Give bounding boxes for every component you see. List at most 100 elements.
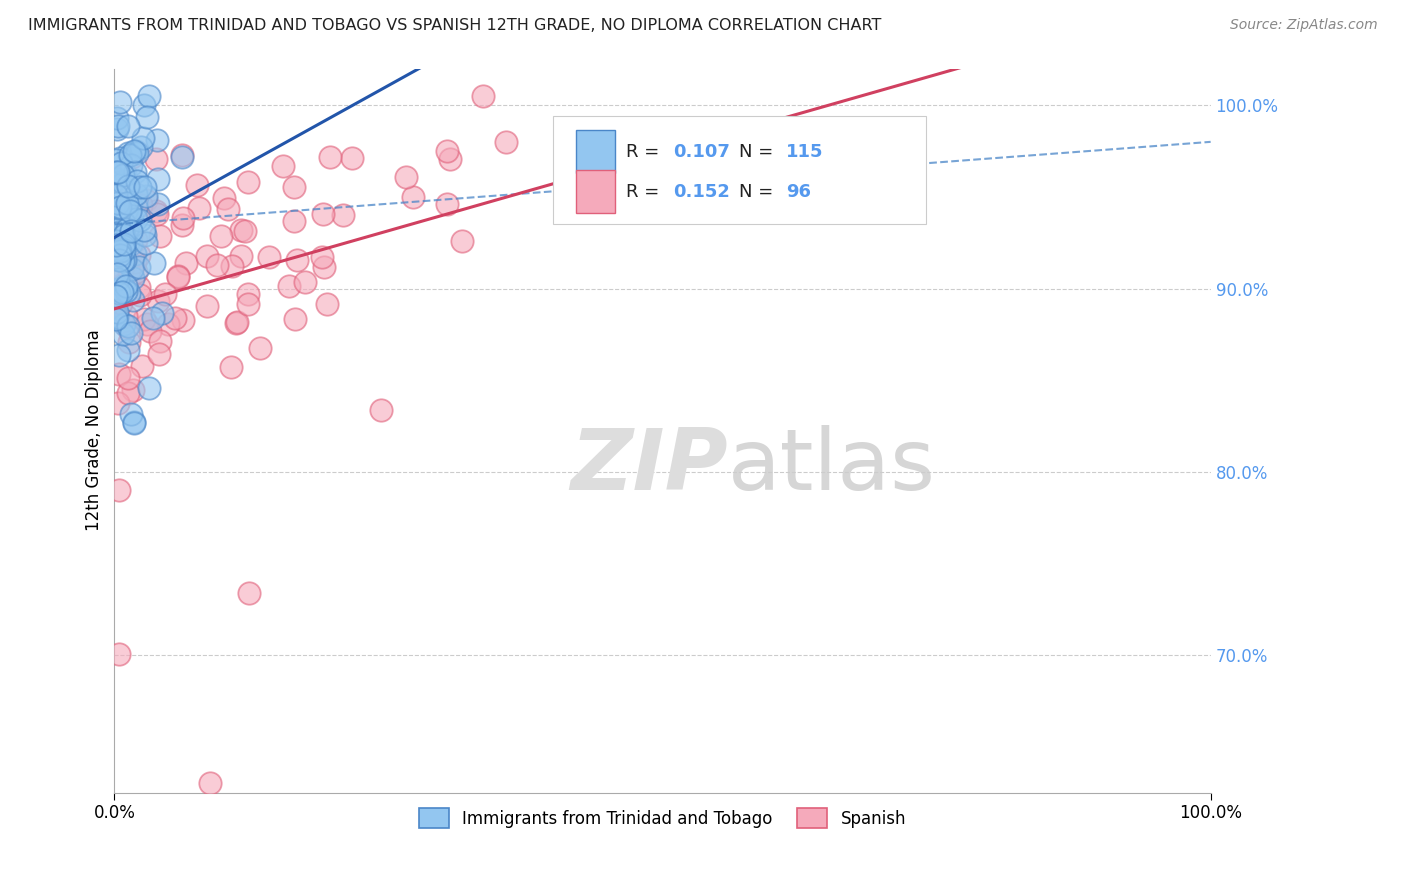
- Point: [120, 158, 142, 172]
- Point: [278, 279, 301, 293]
- Point: [225, 316, 247, 330]
- Point: [271, 159, 294, 173]
- Point: [104, 188, 127, 202]
- Point: [114, 243, 136, 257]
- Text: N =: N =: [740, 183, 779, 201]
- Point: [145, 152, 167, 166]
- Point: [112, 216, 135, 230]
- Point: [105, 312, 128, 326]
- Point: [219, 359, 242, 374]
- Point: [311, 251, 333, 265]
- Point: [107, 242, 129, 256]
- Point: [167, 269, 190, 284]
- Point: [561, 172, 583, 186]
- Point: [238, 586, 260, 600]
- Point: [131, 140, 153, 154]
- Point: [135, 236, 157, 251]
- Point: [118, 264, 141, 278]
- Point: [104, 236, 127, 251]
- Point: [115, 320, 138, 334]
- Point: [111, 285, 134, 299]
- Point: [129, 198, 152, 212]
- Point: [439, 152, 461, 166]
- Point: [104, 225, 127, 239]
- Point: [229, 249, 252, 263]
- Point: [105, 267, 128, 281]
- Point: [104, 172, 127, 186]
- Point: [108, 647, 131, 661]
- Point: [285, 252, 308, 267]
- Point: [395, 169, 418, 184]
- Text: 96: 96: [786, 183, 811, 201]
- Point: [117, 371, 139, 385]
- Text: 0.152: 0.152: [673, 183, 730, 201]
- Text: Source: ZipAtlas.com: Source: ZipAtlas.com: [1230, 18, 1378, 32]
- Point: [105, 111, 128, 125]
- Point: [128, 248, 150, 262]
- Point: [124, 187, 146, 202]
- Point: [138, 89, 160, 103]
- Point: [238, 296, 260, 310]
- Point: [107, 205, 129, 219]
- Point: [170, 149, 193, 163]
- Point: [127, 173, 149, 187]
- Point: [112, 168, 135, 182]
- Point: [124, 144, 146, 158]
- Point: [312, 207, 335, 221]
- Point: [148, 229, 170, 244]
- Text: IMMIGRANTS FROM TRINIDAD AND TOBAGO VS SPANISH 12TH GRADE, NO DIPLOMA CORRELATIO: IMMIGRANTS FROM TRINIDAD AND TOBAGO VS S…: [28, 18, 882, 33]
- Point: [146, 207, 169, 221]
- Point: [111, 223, 134, 237]
- Point: [105, 235, 128, 249]
- Point: [121, 271, 143, 285]
- Point: [125, 145, 148, 159]
- Point: [111, 176, 134, 190]
- Point: [125, 264, 148, 278]
- Legend: Immigrants from Trinidad and Tobago, Spanish: Immigrants from Trinidad and Tobago, Spa…: [412, 801, 912, 835]
- Point: [118, 334, 141, 349]
- Point: [112, 237, 135, 252]
- Point: [129, 180, 152, 194]
- Point: [157, 318, 180, 332]
- Point: [436, 197, 458, 211]
- Point: [121, 262, 143, 277]
- FancyBboxPatch shape: [553, 116, 925, 224]
- Point: [105, 227, 128, 241]
- Point: [104, 165, 127, 179]
- Point: [111, 263, 134, 277]
- Point: [284, 312, 307, 326]
- Text: 0.107: 0.107: [673, 143, 730, 161]
- Point: [108, 286, 131, 301]
- Point: [131, 359, 153, 374]
- Point: [294, 275, 316, 289]
- Point: [110, 296, 132, 310]
- FancyBboxPatch shape: [576, 130, 616, 173]
- Point: [188, 201, 211, 215]
- Point: [148, 347, 170, 361]
- Point: [283, 179, 305, 194]
- Point: [122, 383, 145, 397]
- Point: [233, 224, 256, 238]
- Point: [135, 189, 157, 203]
- Point: [212, 191, 235, 205]
- Point: [217, 202, 239, 217]
- Point: [115, 202, 138, 217]
- Point: [128, 213, 150, 227]
- Point: [135, 110, 157, 124]
- Text: ZIP: ZIP: [571, 425, 728, 508]
- Point: [312, 260, 335, 275]
- Point: [108, 348, 131, 362]
- Point: [110, 278, 132, 293]
- Point: [121, 211, 143, 226]
- Point: [118, 285, 141, 300]
- Point: [205, 258, 228, 272]
- Point: [120, 237, 142, 252]
- Point: [319, 150, 342, 164]
- Point: [150, 306, 173, 320]
- Point: [115, 222, 138, 236]
- Point: [166, 268, 188, 283]
- Point: [112, 235, 135, 250]
- Point: [108, 201, 131, 215]
- Point: [583, 194, 606, 209]
- Point: [128, 287, 150, 301]
